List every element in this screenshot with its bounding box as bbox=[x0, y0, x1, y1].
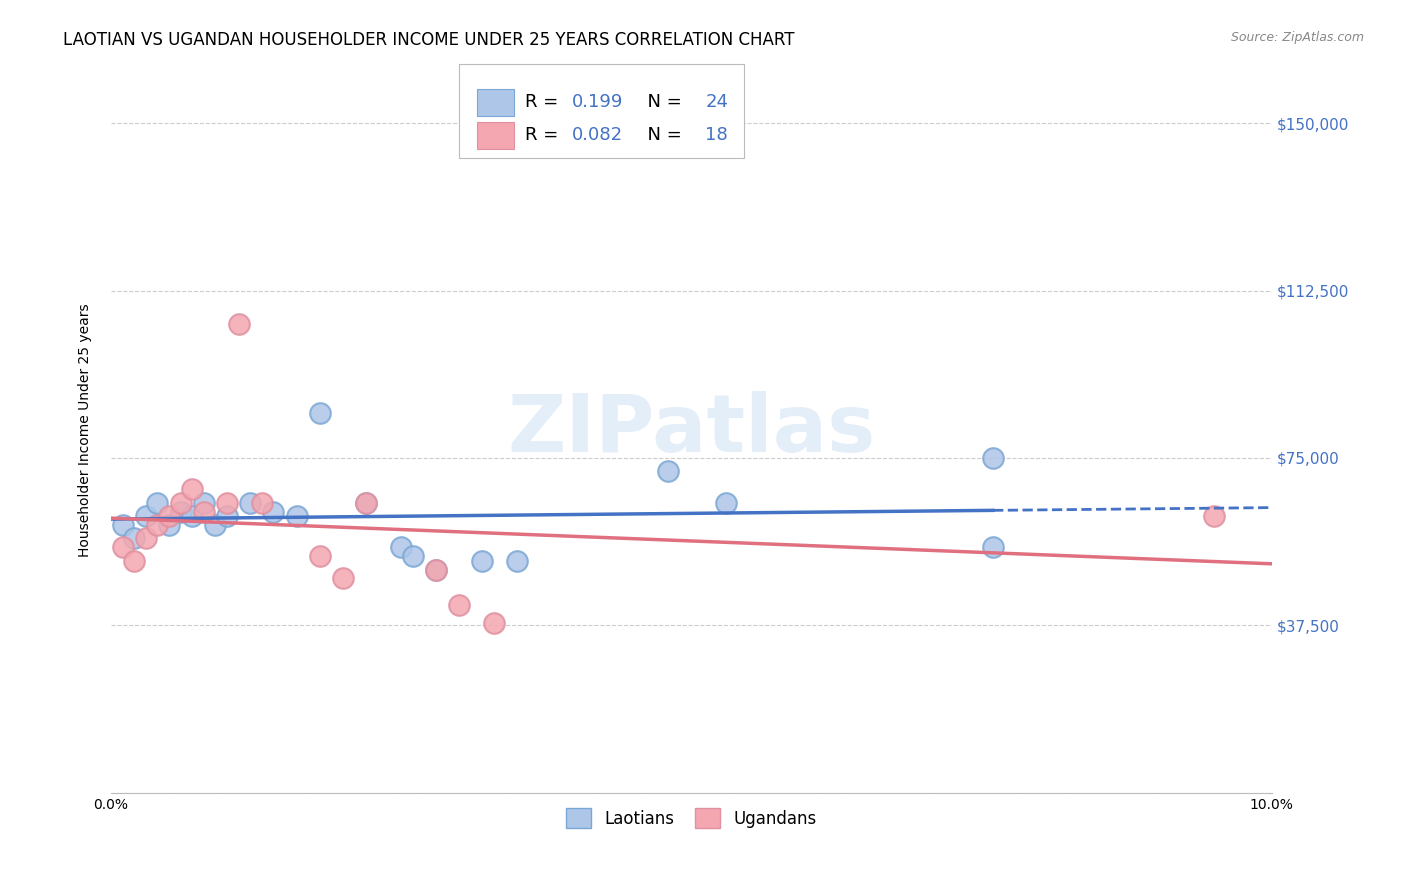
Point bbox=[217, 495, 239, 509]
Text: ZIPatlas: ZIPatlas bbox=[508, 391, 876, 469]
Text: 24: 24 bbox=[706, 94, 728, 112]
Legend: Laotians, Ugandans: Laotians, Ugandans bbox=[560, 801, 823, 835]
Point bbox=[981, 540, 1004, 554]
Point bbox=[1202, 508, 1225, 523]
Point bbox=[157, 517, 180, 532]
Point bbox=[181, 508, 204, 523]
FancyBboxPatch shape bbox=[477, 88, 513, 116]
Point bbox=[122, 553, 145, 567]
Text: N =: N = bbox=[636, 127, 688, 145]
Point bbox=[657, 464, 679, 478]
Point bbox=[425, 562, 447, 576]
Point bbox=[157, 508, 180, 523]
Point bbox=[714, 495, 737, 509]
Text: R =: R = bbox=[526, 127, 564, 145]
Point bbox=[169, 504, 191, 518]
Point bbox=[309, 549, 332, 563]
Point bbox=[204, 517, 226, 532]
Point bbox=[122, 531, 145, 545]
Point bbox=[389, 540, 412, 554]
Point bbox=[239, 495, 262, 509]
Point bbox=[402, 549, 425, 563]
Point bbox=[332, 571, 354, 585]
Point bbox=[285, 508, 308, 523]
Point bbox=[356, 495, 378, 509]
Point bbox=[193, 495, 215, 509]
Point bbox=[425, 562, 447, 576]
FancyBboxPatch shape bbox=[477, 121, 513, 149]
Text: 0.199: 0.199 bbox=[572, 94, 623, 112]
Point bbox=[135, 508, 157, 523]
Point bbox=[217, 508, 239, 523]
Text: LAOTIAN VS UGANDAN HOUSEHOLDER INCOME UNDER 25 YEARS CORRELATION CHART: LAOTIAN VS UGANDAN HOUSEHOLDER INCOME UN… bbox=[63, 31, 794, 49]
Point bbox=[506, 553, 529, 567]
FancyBboxPatch shape bbox=[460, 64, 744, 158]
Text: R =: R = bbox=[526, 94, 564, 112]
Point bbox=[309, 406, 332, 420]
Point bbox=[146, 517, 169, 532]
Point bbox=[193, 504, 215, 518]
Point bbox=[181, 482, 204, 496]
Point bbox=[356, 495, 378, 509]
Point bbox=[482, 616, 505, 631]
Point bbox=[135, 531, 157, 545]
Point bbox=[111, 540, 134, 554]
Point bbox=[471, 553, 494, 567]
Text: 18: 18 bbox=[706, 127, 728, 145]
Text: 0.082: 0.082 bbox=[572, 127, 623, 145]
Point bbox=[981, 450, 1004, 465]
Point bbox=[449, 599, 471, 613]
Point bbox=[169, 495, 191, 509]
Text: N =: N = bbox=[636, 94, 688, 112]
Point bbox=[111, 517, 134, 532]
Point bbox=[146, 495, 169, 509]
Point bbox=[250, 495, 273, 509]
Y-axis label: Householder Income Under 25 years: Householder Income Under 25 years bbox=[79, 303, 93, 557]
Point bbox=[228, 317, 250, 331]
Point bbox=[263, 504, 285, 518]
Text: Source: ZipAtlas.com: Source: ZipAtlas.com bbox=[1230, 31, 1364, 45]
